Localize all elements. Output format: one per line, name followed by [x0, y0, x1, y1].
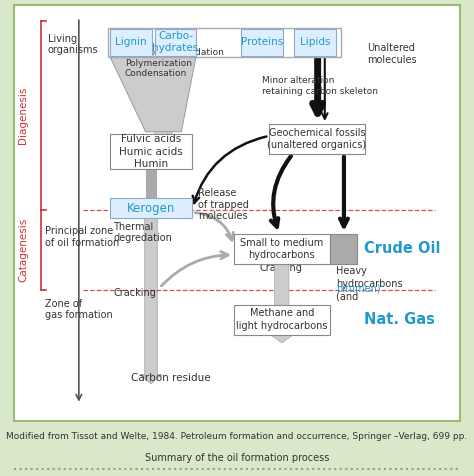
Text: Kerogen: Kerogen	[127, 202, 175, 215]
Text: Proteins: Proteins	[241, 37, 283, 47]
Text: Modified from Tissot and Welte, 1984. Petroleum formation and occurrence, Spring: Modified from Tissot and Welte, 1984. Pe…	[6, 433, 468, 441]
Text: Cracking: Cracking	[259, 263, 302, 273]
FancyBboxPatch shape	[110, 198, 192, 218]
Text: Living
organisms: Living organisms	[47, 33, 98, 55]
Text: Nat. Gas: Nat. Gas	[364, 312, 435, 327]
Text: bitumen): bitumen)	[336, 284, 381, 294]
Text: Diagenesis: Diagenesis	[18, 87, 28, 144]
Polygon shape	[110, 57, 196, 132]
FancyBboxPatch shape	[241, 29, 283, 56]
Text: Principal zone
of oil formation: Principal zone of oil formation	[45, 227, 119, 248]
FancyBboxPatch shape	[155, 29, 196, 56]
Text: Lipids: Lipids	[300, 37, 330, 47]
Text: Unaltered
molecules: Unaltered molecules	[367, 43, 417, 65]
Text: Fulvic acids
Humic acids
Humin: Fulvic acids Humic acids Humin	[119, 134, 183, 169]
Text: Lignin: Lignin	[115, 37, 147, 47]
Text: Small to medium
hydrocarbons: Small to medium hydrocarbons	[240, 238, 323, 260]
Text: Heavy
hydrocarbons
(and: Heavy hydrocarbons (and	[336, 267, 402, 301]
FancyBboxPatch shape	[234, 234, 330, 264]
Text: Methane and
light hydrocarbons: Methane and light hydrocarbons	[236, 308, 328, 331]
Text: Summary of the oil formation process: Summary of the oil formation process	[145, 453, 329, 463]
Text: Thermal
degredation: Thermal degredation	[113, 222, 172, 243]
FancyBboxPatch shape	[110, 29, 152, 56]
Text: Carbo-
hydrates: Carbo- hydrates	[153, 31, 199, 53]
FancyArrow shape	[140, 218, 162, 384]
FancyArrow shape	[151, 131, 176, 166]
FancyBboxPatch shape	[330, 234, 357, 264]
Text: Microbial degradation
Polymerization
Condensation: Microbial degradation Polymerization Con…	[125, 48, 224, 78]
Text: Carbon residue: Carbon residue	[131, 373, 210, 383]
FancyBboxPatch shape	[234, 305, 330, 335]
FancyArrow shape	[270, 264, 293, 343]
Text: Zone of
gas formation: Zone of gas formation	[45, 299, 112, 320]
Text: Cracking: Cracking	[113, 288, 156, 298]
Text: Crude Oil: Crude Oil	[364, 241, 440, 257]
FancyBboxPatch shape	[110, 134, 192, 169]
Text: Catagenesis: Catagenesis	[18, 218, 28, 282]
Text: Geochemical fossils
(unaltered organics): Geochemical fossils (unaltered organics)	[267, 128, 366, 150]
Text: Minor alteration
retaining carbon skeleton: Minor alteration retaining carbon skelet…	[262, 76, 377, 96]
FancyBboxPatch shape	[294, 29, 336, 56]
FancyBboxPatch shape	[269, 124, 365, 154]
Text: Release
of trapped
molecules: Release of trapped molecules	[198, 188, 249, 221]
